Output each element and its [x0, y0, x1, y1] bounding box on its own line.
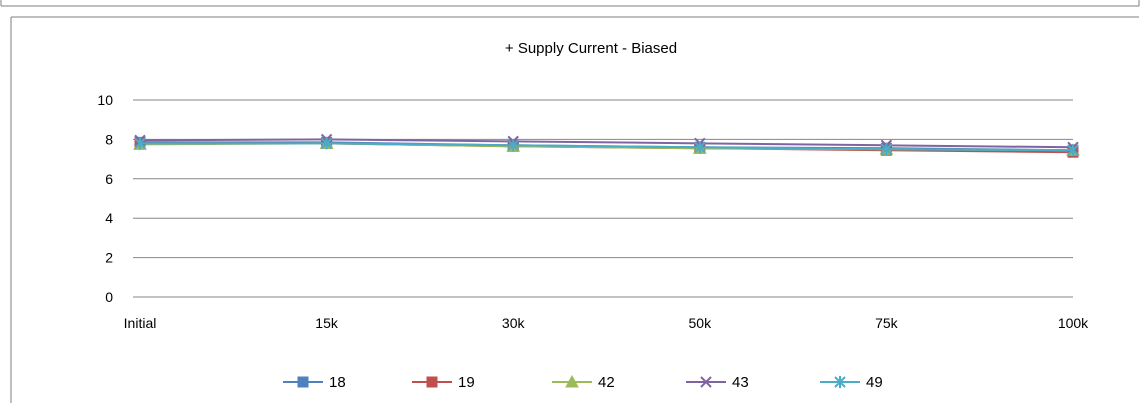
x-tick-label-100k: 100k	[1058, 315, 1089, 331]
legend-label-42: 42	[598, 374, 615, 391]
data-series	[133, 133, 1080, 158]
legend-label-18: 18	[329, 374, 346, 391]
legend-marker-42	[565, 374, 579, 388]
legend-item-42: 42	[552, 374, 615, 391]
legend-marker-43	[700, 376, 712, 388]
series-49	[134, 137, 1079, 157]
y-axis-tick-labels: 0 2 4 6 8 10	[97, 92, 113, 305]
legend-marker-43-stroke-b	[700, 376, 712, 388]
series-49-point-4	[880, 143, 893, 156]
series-49-point-3	[694, 141, 706, 154]
series-49-point-2	[507, 139, 519, 152]
y-tick-label-0: 0	[105, 289, 113, 305]
x-axis-tick-labels: Initial 15k 30k 50k 75k 100k	[124, 315, 1090, 331]
gridlines	[133, 99, 1073, 298]
legend: 18 19 42 43 49	[283, 374, 883, 391]
y-tick-label-6: 6	[105, 171, 113, 187]
x-tick-label-30k: 30k	[502, 315, 526, 331]
y-tick-label-2: 2	[105, 250, 113, 266]
series-49-line	[140, 142, 1074, 152]
legend-item-43: 43	[686, 374, 749, 391]
x-tick-label-75k: 75k	[875, 315, 899, 331]
series-43-line	[139, 138, 1074, 149]
x-tick-label-15k: 15k	[315, 315, 339, 331]
x-tick-label-initial: Initial	[124, 315, 157, 331]
legend-item-19: 19	[412, 374, 475, 391]
series-49-point-1	[320, 137, 333, 150]
legend-item-49: 49	[820, 374, 883, 391]
y-tick-label-8: 8	[105, 131, 113, 147]
legend-marker-18	[297, 376, 309, 388]
legend-label-49: 49	[866, 374, 883, 391]
series-49-point-0	[134, 137, 146, 150]
legend-marker-19	[426, 376, 438, 388]
chart-title: + Supply Current - Biased	[505, 40, 677, 57]
series-49-point-5	[1067, 144, 1079, 157]
legend-marker-49	[834, 376, 846, 388]
y-tick-label-4: 4	[105, 210, 113, 226]
y-tick-label-10: 10	[97, 92, 113, 108]
x-tick-label-50k: 50k	[689, 315, 713, 331]
legend-label-43: 43	[732, 374, 749, 391]
legend-label-19: 19	[458, 374, 475, 391]
legend-item-18: 18	[283, 374, 346, 391]
